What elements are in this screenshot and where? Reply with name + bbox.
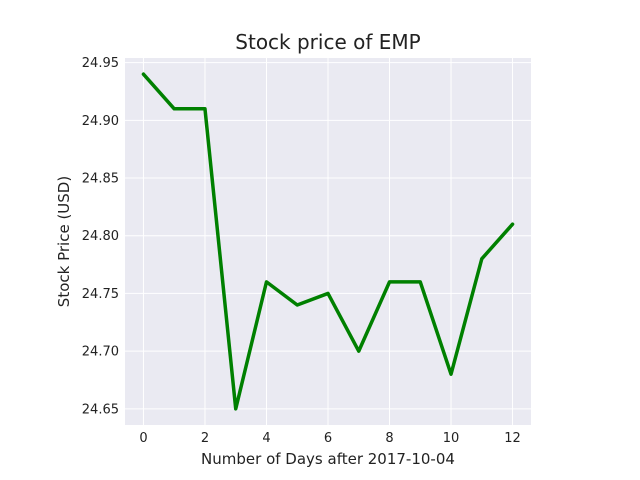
- y-tick-label: 24.75: [82, 287, 119, 302]
- y-tick-label: 24.70: [82, 345, 119, 360]
- x-axis-ticks: 0 2 4 6 8 10 12: [139, 431, 521, 446]
- y-axis-label: Stock Price (USD): [55, 176, 73, 307]
- x-tick-label: 8: [385, 431, 393, 446]
- y-tick-label: 24.65: [82, 402, 119, 417]
- y-tick-label: 24.80: [82, 229, 119, 244]
- x-tick-label: 0: [139, 431, 147, 446]
- x-tick-label: 10: [443, 431, 460, 446]
- series-line: [141, 72, 515, 411]
- y-tick-label: 24.95: [82, 56, 119, 71]
- x-axis-label: Number of Days after 2017-10-04: [201, 450, 455, 468]
- x-tick-label: 4: [262, 431, 270, 446]
- x-tick-label: 2: [201, 431, 209, 446]
- chart-title: Stock price of EMP: [235, 30, 420, 54]
- x-tick-label: 12: [504, 431, 521, 446]
- y-tick-label: 24.85: [82, 172, 119, 187]
- y-axis-ticks: 24.65 24.70 24.75 24.80 24.85 24.90 24.95: [82, 56, 119, 417]
- x-tick-label: 6: [324, 431, 332, 446]
- y-tick-label: 24.90: [82, 114, 119, 129]
- series-layer: [141, 72, 515, 411]
